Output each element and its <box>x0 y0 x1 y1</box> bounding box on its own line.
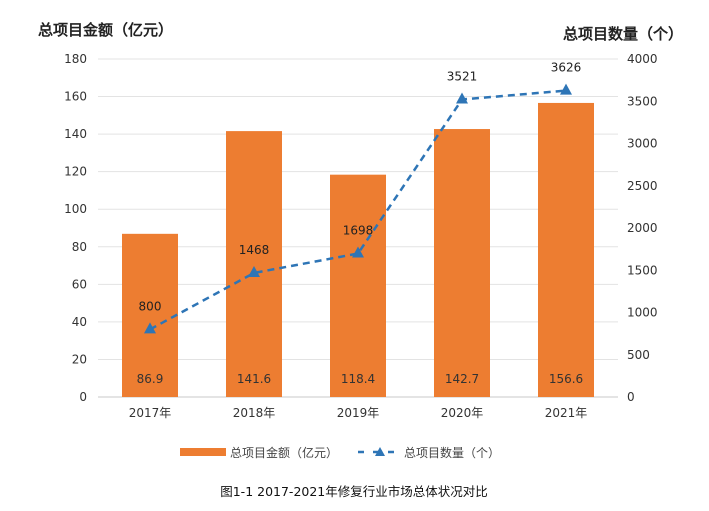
right-tick-label: 2500 <box>627 179 658 193</box>
figure-caption: 图1-1 2017-2021年修复行业市场总体状况对比 <box>220 484 488 499</box>
line-value-label: 800 <box>139 299 162 313</box>
left-tick-label: 140 <box>64 127 87 141</box>
category-label: 2020年 <box>441 406 484 420</box>
line-marker <box>560 83 572 95</box>
category-label: 2018年 <box>233 406 276 420</box>
line-marker <box>248 265 260 277</box>
left-tick-label: 120 <box>64 165 87 179</box>
left-tick-label: 20 <box>72 352 87 366</box>
right-tick-label: 3500 <box>627 94 658 108</box>
left-tick-label: 100 <box>64 202 87 216</box>
right-axis-title: 总项目数量（个） <box>563 25 683 43</box>
left-tick-label: 80 <box>72 240 87 254</box>
bar <box>226 131 282 397</box>
line-value-label: 3626 <box>551 61 582 75</box>
left-tick-label: 40 <box>72 315 87 329</box>
line-marker <box>352 246 364 258</box>
bar-value-label: 86.9 <box>137 372 164 386</box>
left-tick-label: 0 <box>79 390 87 404</box>
left-tick-label: 60 <box>72 277 87 291</box>
legend-triangle-marker <box>375 447 385 456</box>
left-tick-label: 160 <box>64 90 87 104</box>
bar <box>434 129 490 397</box>
right-tick-label: 4000 <box>627 52 658 66</box>
category-label: 2017年 <box>129 406 172 420</box>
right-tick-label: 1500 <box>627 263 658 277</box>
legend-bar-label: 总项目金额（亿元） <box>230 445 338 460</box>
right-tick-label: 1000 <box>627 306 658 320</box>
right-tick-label: 3000 <box>627 137 658 151</box>
line-marker <box>144 322 156 334</box>
line-marker <box>456 92 468 104</box>
bar <box>538 102 594 397</box>
legend: 总项目金额（亿元） 总项目数量（个） <box>180 445 500 460</box>
bar-value-label: 142.7 <box>445 372 479 386</box>
right-tick-label: 500 <box>627 348 650 362</box>
line-value-label: 3521 <box>447 69 478 83</box>
left-axis-title: 总项目金额（亿元） <box>38 21 173 39</box>
bar <box>122 233 178 397</box>
line-value-label: 1468 <box>239 243 270 257</box>
category-label: 2021年 <box>545 406 588 420</box>
right-tick-label: 2000 <box>627 221 658 235</box>
bar-value-label: 118.4 <box>341 372 375 386</box>
line-value-label: 1698 <box>343 224 374 238</box>
line-series <box>149 89 567 331</box>
category-label: 2019年 <box>337 406 380 420</box>
left-tick-label: 180 <box>64 52 87 66</box>
bar <box>330 174 386 397</box>
bar-value-label: 141.6 <box>237 372 271 386</box>
legend-bar-swatch <box>180 448 226 456</box>
legend-line-label: 总项目数量（个） <box>404 445 500 460</box>
right-tick-label: 0 <box>627 390 635 404</box>
bar-value-label: 156.6 <box>549 372 583 386</box>
